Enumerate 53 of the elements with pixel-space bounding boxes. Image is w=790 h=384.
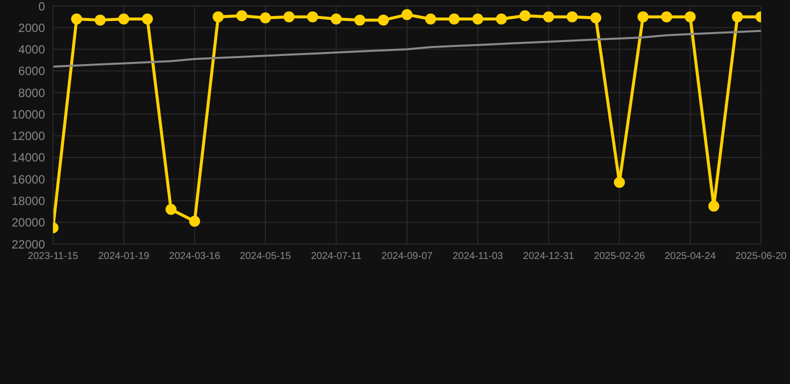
point bbox=[166, 204, 176, 215]
y-tick-label: 18000 bbox=[12, 194, 46, 208]
point bbox=[354, 14, 366, 26]
point bbox=[448, 13, 460, 24]
y-tick-label: 6000 bbox=[18, 64, 46, 78]
point bbox=[520, 10, 530, 22]
x-tick-label: 2024-01-19 bbox=[98, 251, 150, 262]
point bbox=[118, 13, 130, 24]
point bbox=[708, 200, 720, 212]
point bbox=[71, 13, 82, 24]
point bbox=[566, 11, 578, 22]
point bbox=[590, 12, 602, 24]
y-tick-label: 2000 bbox=[18, 20, 46, 35]
x-tick-label: 2023-11-15 bbox=[28, 251, 79, 262]
point bbox=[330, 13, 342, 24]
point bbox=[142, 13, 153, 24]
point bbox=[684, 11, 696, 22]
point bbox=[425, 13, 436, 24]
y-tick-label: 14000 bbox=[12, 150, 46, 165]
y-tick-label: 0 bbox=[38, 0, 46, 14]
point bbox=[638, 11, 648, 22]
point bbox=[94, 14, 106, 26]
y-tick-label: 12000 bbox=[12, 129, 46, 144]
x-tick-label: 2025-06-20 bbox=[735, 251, 788, 262]
x-tick-label: 2024-12-31 bbox=[523, 251, 575, 262]
x-tick-label: 2024-07-11 bbox=[310, 251, 362, 262]
point bbox=[260, 12, 271, 24]
point bbox=[212, 11, 224, 22]
x-tick-label: 2025-02-26 bbox=[594, 251, 646, 262]
point bbox=[614, 176, 625, 188]
point bbox=[496, 13, 507, 24]
y-tick-label: 20000 bbox=[12, 216, 46, 230]
y-tick-label: 22000 bbox=[12, 237, 46, 252]
x-tick-label: 2024-11-03 bbox=[452, 251, 504, 262]
x-tick-label: 2024-05-15 bbox=[240, 251, 292, 262]
point bbox=[472, 13, 484, 24]
x-tick-label: 2025-04-24 bbox=[664, 251, 716, 262]
x-tick-label: 2024-09-07 bbox=[381, 251, 434, 262]
y-tick-label: 10000 bbox=[12, 107, 46, 122]
point bbox=[189, 216, 200, 227]
point bbox=[402, 9, 412, 20]
point bbox=[543, 11, 554, 22]
point bbox=[236, 10, 248, 22]
line-series bbox=[53, 30, 761, 68]
point bbox=[284, 11, 294, 22]
point bbox=[732, 11, 743, 22]
point bbox=[307, 11, 318, 22]
y-tick-label: 16000 bbox=[12, 172, 46, 186]
x-tick-label: 2024-03-16 bbox=[169, 251, 221, 262]
y-tick-label: 4000 bbox=[18, 42, 46, 57]
y-tick-label: 8000 bbox=[18, 86, 46, 100]
point bbox=[661, 11, 672, 22]
point bbox=[378, 14, 389, 26]
